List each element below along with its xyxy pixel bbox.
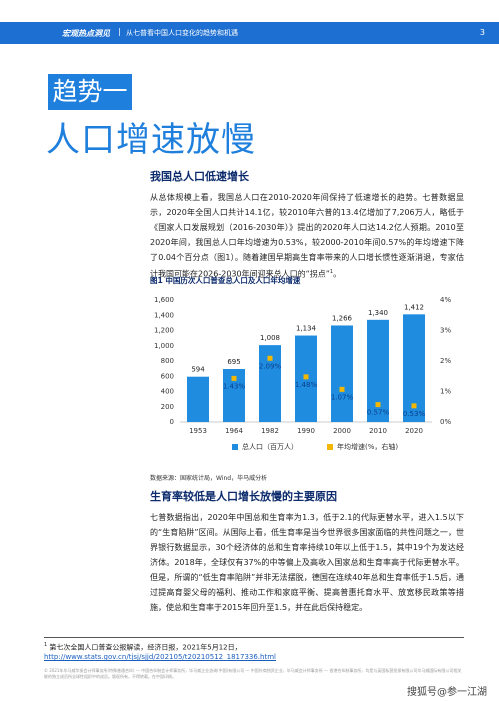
marker	[375, 402, 381, 408]
marker-value-label: 1.07%	[331, 393, 354, 401]
brand: 宏观热点洞见	[62, 29, 110, 38]
paragraph: 从总体规模上看，我国总人口在2010-2020年间保持了低速增长的趋势。七普数据…	[150, 190, 464, 282]
watermark: 搜狐号@参一江湖	[407, 687, 487, 698]
bar-value-label: 1,266	[332, 314, 353, 322]
chart: 图1 中国历次人口普查总人口及人口年均增速 数据来源：国家统计局，Wind，毕马…	[150, 275, 451, 482]
y-tick-label: 400	[161, 388, 174, 396]
footnote-ref: 1	[329, 269, 334, 275]
marker-value-label: 0.53%	[403, 410, 426, 418]
paragraph-text: 从总体规模上看，我国总人口在2010-2020年间保持了低速增长的趋势。七普数据…	[150, 193, 464, 279]
x-tick-label: 2010	[369, 427, 387, 435]
separator: |	[118, 27, 121, 36]
y-tick-label: 200	[161, 403, 174, 411]
y-tick-label: 600	[161, 372, 174, 380]
trend-title: 人口增速放慢	[46, 120, 256, 160]
x-tick-label: 1953	[189, 427, 207, 435]
y-tick-label: 1,200	[154, 327, 174, 335]
legend-label: 年均增速(%，右轴)	[337, 442, 398, 451]
x-tick-label: 1982	[261, 427, 279, 435]
y-tick-label: 0	[170, 418, 174, 426]
header-bar: 宏观热点洞见 | 从七普看中国人口变化的趋势和机遇 3	[0, 22, 499, 44]
marker-value-label: 2.09%	[259, 362, 282, 370]
legend-swatch	[327, 444, 333, 450]
x-tick-label: 1990	[297, 427, 315, 435]
legend-swatch	[232, 444, 238, 450]
section-heading: 我国总人口低速增长	[150, 170, 249, 183]
marker	[339, 386, 345, 392]
trend-tag: 趋势一	[48, 74, 132, 110]
page-number: 3	[479, 28, 485, 37]
bar	[367, 319, 389, 422]
x-tick-label: 1964	[225, 427, 243, 435]
footnote-link[interactable]: http://www.stats.gov.cn/tjsj/sjjd/202105…	[44, 653, 276, 662]
footnote-text: 第七次全国人口普查公报解读，经济日报，2021年5月12日，	[49, 643, 242, 652]
marker-value-label: 1.43%	[223, 382, 246, 390]
section-heading: 生育率较低是人口增长放慢的主要原因	[150, 490, 337, 503]
x-tick-label: 2020	[405, 427, 423, 435]
bar-value-label: 1,134	[296, 325, 317, 333]
legend-label: 总人口（百万人）	[242, 442, 298, 451]
footnote: 1 第七次全国人口普查公报解读，经济日报，2021年5月12日， http://w…	[44, 637, 464, 662]
marker	[231, 375, 237, 381]
y-tick-label: 1,000	[154, 342, 174, 350]
paragraph-text: 。	[333, 269, 342, 279]
footnote-marker: 1	[44, 642, 48, 648]
bar-value-label: 1,412	[404, 303, 424, 311]
bar	[223, 369, 245, 422]
marker-value-label: 1.48%	[295, 381, 318, 389]
bar-value-label: 594	[191, 366, 205, 374]
marker	[411, 403, 417, 409]
y2-tick-label: 3%	[440, 327, 451, 335]
bar-value-label: 695	[227, 358, 240, 366]
chart-title: 图1 中国历次人口普查总人口及人口年均增速	[150, 275, 301, 285]
bar	[187, 376, 209, 422]
bar-value-label: 1,340	[368, 309, 388, 317]
marker	[303, 374, 309, 380]
marker-value-label: 0.57%	[367, 409, 390, 417]
y2-tick-label: 4%	[440, 296, 451, 304]
bar	[403, 314, 425, 422]
y-tick-label: 800	[161, 357, 174, 365]
header-subtitle: 从七普看中国人口变化的趋势和机遇	[126, 29, 238, 37]
chart-source: 数据来源：国家统计局，Wind，毕马威分析	[150, 474, 267, 482]
y2-tick-label: 0%	[440, 418, 451, 426]
y-tick-label: 1,400	[154, 311, 174, 319]
bar	[259, 345, 281, 422]
y2-tick-label: 1%	[440, 388, 451, 396]
bar	[331, 325, 353, 422]
paragraph: 七普数据指出，2020年中国总和生育率为1.3，低于2.1的代际更替水平，进入1…	[150, 513, 464, 612]
bar-value-label: 1,008	[260, 334, 280, 342]
marker	[267, 355, 273, 361]
y-tick-label: 1,600	[154, 296, 174, 304]
footer-text: © 2021年毕马威华振会计师事务所(特殊普通合伙) — 中国合伙制会计师事务所…	[44, 668, 462, 679]
y2-tick-label: 2%	[440, 357, 451, 365]
x-tick-label: 2000	[333, 427, 351, 435]
